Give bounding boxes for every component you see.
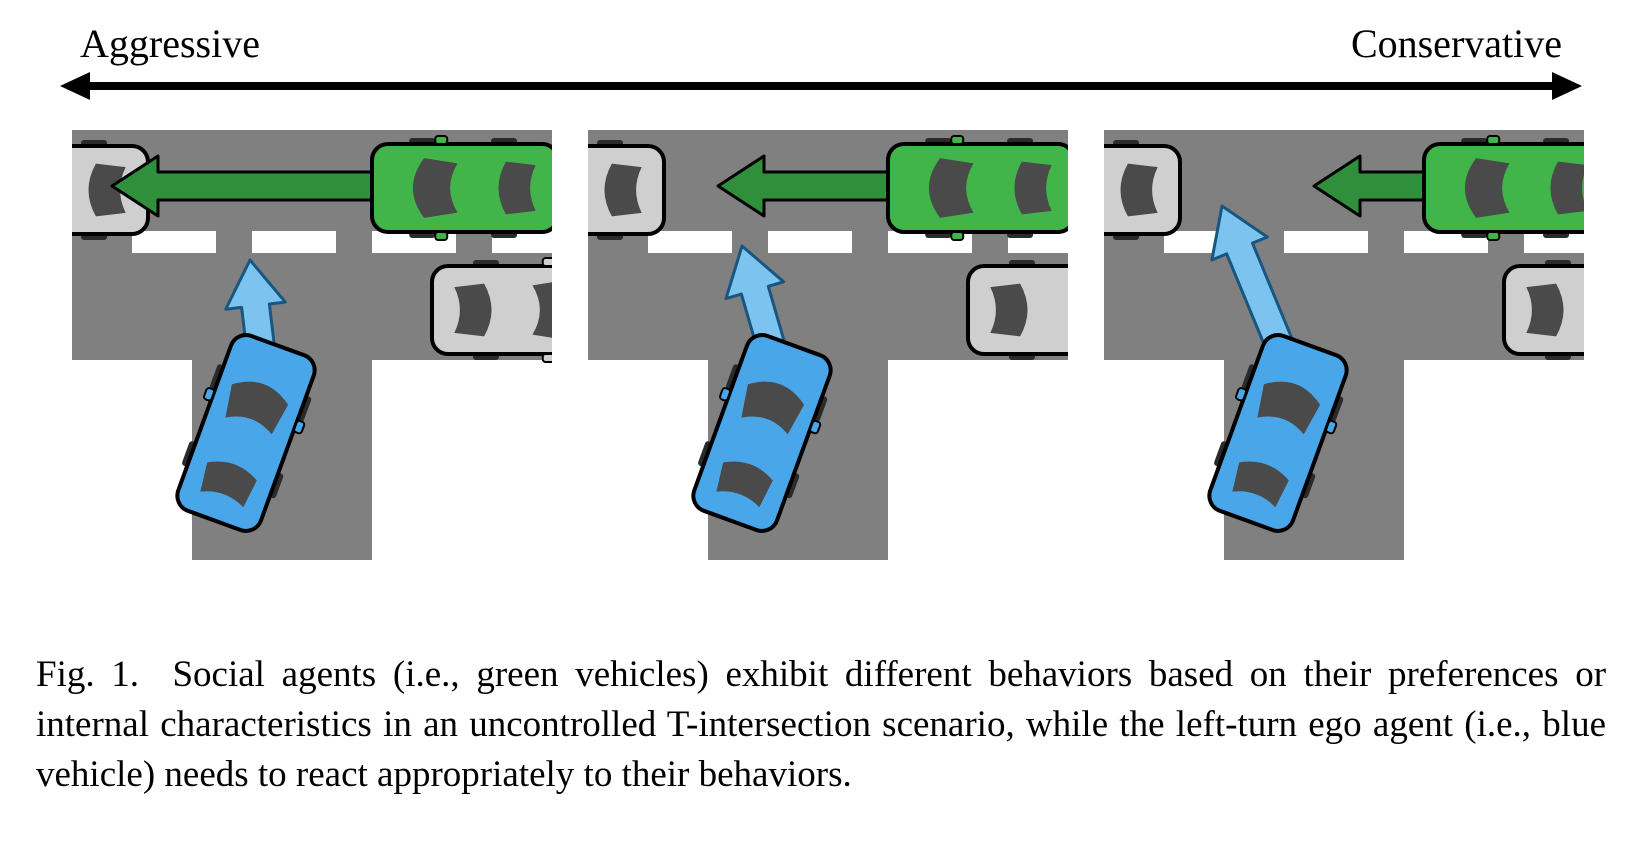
panel-overlay [72,130,552,560]
axis-label-left: Aggressive [80,20,260,67]
axis-label-right: Conservative [1351,20,1562,67]
car-blue-ego-agent [1197,328,1358,538]
car-gray-left [1104,138,1180,242]
axis-labels: Aggressive Conservative [80,20,1562,67]
panels-row [72,130,1584,560]
car-green-social-agent [888,136,1068,240]
car-gray-right [432,258,552,362]
car-gray-left [588,138,664,242]
caption-text: Social agents (i.e., green vehicles) exh… [36,654,1606,795]
car-blue-ego-agent [165,328,326,538]
scenario-panel-mid [588,130,1068,560]
caption-prefix: Fig. 1. [36,654,139,695]
axis-spectrum-arrow [60,72,1582,86]
car-gray-right [1504,258,1584,362]
car-green-social-agent [1424,136,1584,240]
car-gray-right [968,258,1068,362]
scenario-panel-aggressive [72,130,552,560]
panel-overlay [588,130,1068,560]
car-green-social-agent [372,136,552,240]
figure-caption: Fig. 1. Social agents (i.e., green vehic… [36,650,1606,800]
car-blue-ego-agent [681,328,842,538]
scenario-panel-conservative [1104,130,1584,560]
panel-overlay [1104,130,1584,560]
